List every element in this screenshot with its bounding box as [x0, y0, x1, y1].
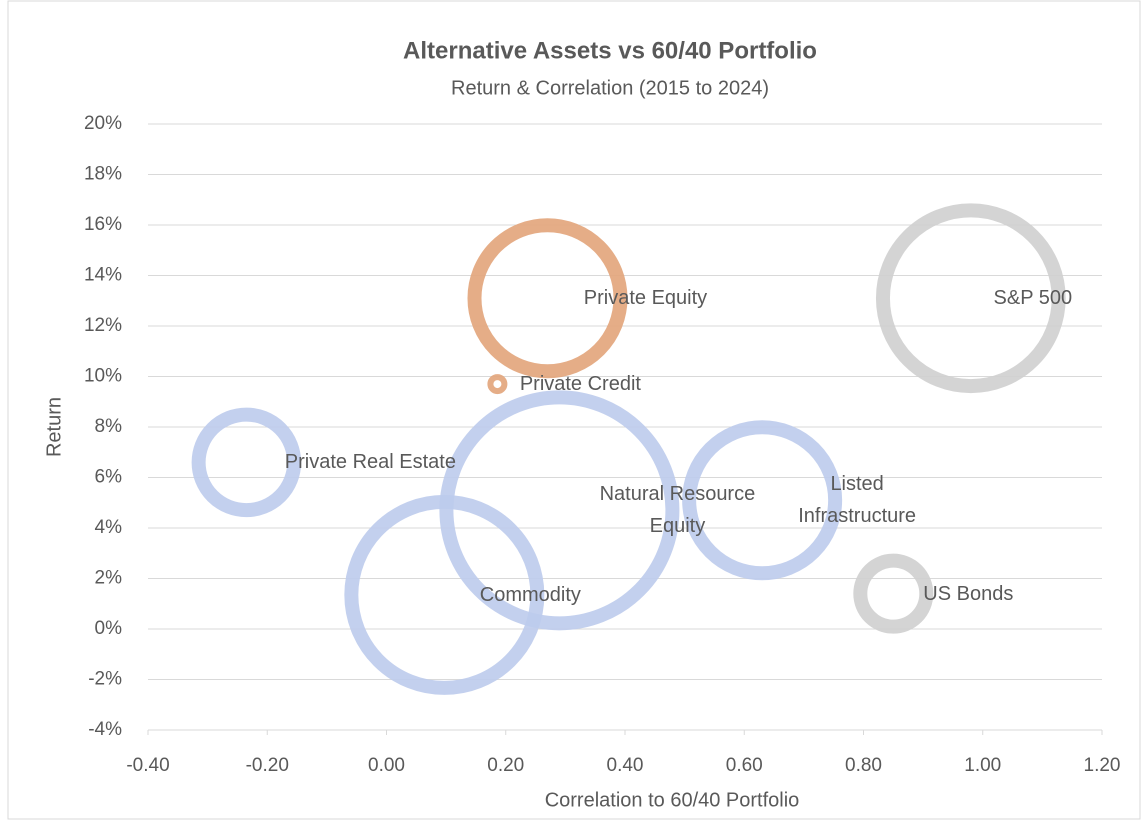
bubble — [191, 407, 302, 518]
x-tick-label: 0.40 — [607, 755, 644, 776]
bubble-label: Private Equity — [583, 287, 708, 310]
x-tick-label: -0.40 — [126, 755, 169, 776]
bubble-label: S&P 500 — [993, 287, 1073, 310]
bubble-label: Commodity — [479, 583, 581, 606]
chart-border — [7, 0, 1141, 820]
y-tick-label: 0% — [95, 618, 123, 639]
y-tick-label: 10% — [84, 366, 122, 387]
x-tick-label: -0.20 — [246, 755, 289, 776]
y-tick-label: 18% — [84, 164, 122, 185]
bubble — [487, 374, 508, 395]
x-tick-label: 0.00 — [368, 755, 405, 776]
x-tick-label: 1.00 — [964, 755, 1001, 776]
bubble — [853, 553, 934, 634]
x-tick-label: 1.20 — [1084, 755, 1121, 776]
bubble — [682, 420, 843, 581]
bubble — [875, 203, 1066, 394]
y-tick-label: 20% — [84, 113, 122, 134]
y-tick-label: 6% — [95, 467, 123, 488]
y-tick-label: -2% — [88, 669, 122, 690]
bubble-label: US Bonds — [923, 582, 1014, 605]
y-axis-title: Return — [43, 397, 65, 457]
bubble-label: Private Credit — [519, 373, 641, 396]
bubble — [439, 390, 680, 631]
bubble-label: Private Real Estate — [284, 451, 456, 474]
x-tick-label: 0.60 — [726, 755, 763, 776]
y-tick-label: 16% — [84, 214, 122, 235]
x-tick-label: 0.80 — [845, 755, 882, 776]
bubble — [467, 218, 628, 379]
x-tick-label: 0.20 — [487, 755, 524, 776]
y-tick-label: 8% — [95, 416, 123, 437]
x-axis-title: Correlation to 60/40 Portfolio — [545, 789, 800, 811]
y-tick-label: 12% — [84, 315, 122, 336]
bubble-label: Natural Resource Equity — [599, 483, 756, 538]
y-tick-label: 4% — [95, 517, 123, 538]
chart-title: Alternative Assets vs 60/40 Portfolio — [403, 37, 817, 64]
y-tick-label: 14% — [84, 265, 122, 286]
bubble-label: Listed Infrastructure — [798, 473, 917, 528]
chart-subtitle: Return & Correlation (2015 to 2024) — [451, 77, 769, 99]
y-tick-label: 2% — [95, 568, 123, 589]
y-tick-label: -4% — [88, 719, 122, 740]
